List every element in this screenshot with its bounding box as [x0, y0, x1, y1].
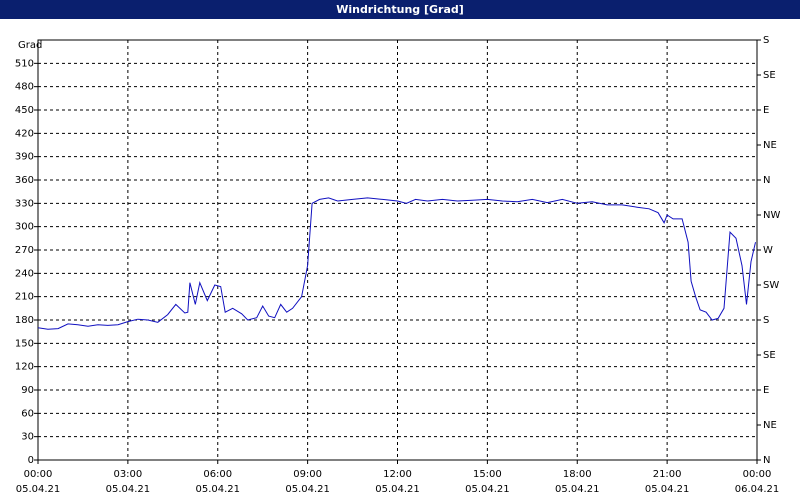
x-tick-label: 12:00	[383, 469, 412, 480]
y-tick-label: 360	[15, 175, 34, 186]
y-tick-label: 180	[15, 315, 34, 326]
y2-tick-label: NE	[763, 140, 777, 151]
x-tick-date: 06.04.21	[735, 484, 780, 495]
y-tick-label: 210	[15, 292, 34, 303]
y2-tick-label: SE	[763, 350, 776, 361]
y-tick-label: 120	[15, 362, 34, 373]
x-tick-date: 05.04.21	[465, 484, 510, 495]
x-tick-date: 05.04.21	[555, 484, 600, 495]
x-tick-label: 00:00	[24, 469, 53, 480]
y2-tick-label: N	[763, 175, 770, 186]
x-tick-date: 05.04.21	[285, 484, 330, 495]
y-tick-label: 390	[15, 152, 34, 163]
x-tick-label: 03:00	[113, 469, 142, 480]
y2-tick-label: S	[763, 35, 769, 46]
x-tick-date: 05.04.21	[645, 484, 690, 495]
y2-tick-label: E	[763, 105, 769, 116]
y2-tick-label: W	[763, 245, 773, 256]
x-tick-date: 05.04.21	[106, 484, 151, 495]
data-line	[37, 197, 756, 330]
y-tick-label: 270	[15, 245, 34, 256]
y-tick-label: 450	[15, 105, 34, 116]
y-tick-label: 30	[21, 432, 34, 443]
x-tick-label: 21:00	[653, 469, 682, 480]
x-tick-date: 05.04.21	[375, 484, 420, 495]
x-tick-label: 00:00	[743, 469, 772, 480]
y-tick-label: 510	[15, 58, 34, 69]
x-tick-date: 05.04.21	[195, 484, 240, 495]
y-tick-label: 150	[15, 338, 34, 349]
x-tick-label: 09:00	[293, 469, 322, 480]
title-bar: Windrichtung [Grad]	[0, 0, 800, 19]
y2-tick-label: E	[763, 385, 769, 396]
y-axis-label: Grad	[18, 40, 42, 51]
x-tick-label: 06:00	[203, 469, 232, 480]
y-tick-label: 420	[15, 128, 34, 139]
x-tick-label: 18:00	[563, 469, 592, 480]
y2-tick-label: S	[763, 315, 769, 326]
y2-tick-label: NE	[763, 420, 777, 431]
y-tick-label: 240	[15, 268, 34, 279]
y2-tick-label: SE	[763, 70, 776, 81]
y2-tick-label: N	[763, 455, 770, 466]
y-tick-label: 90	[21, 385, 34, 396]
y-tick-label: 480	[15, 82, 34, 93]
x-tick-label: 15:00	[473, 469, 502, 480]
x-tick-date: 05.04.21	[16, 484, 61, 495]
y-tick-label: 0	[28, 455, 34, 466]
y2-tick-label: SW	[763, 280, 779, 291]
plot-frame	[37, 39, 758, 461]
y2-tick-label: NW	[763, 210, 780, 221]
y-tick-label: 330	[15, 198, 34, 209]
y-tick-label: 300	[15, 222, 34, 233]
y-tick-label: 60	[21, 408, 34, 419]
